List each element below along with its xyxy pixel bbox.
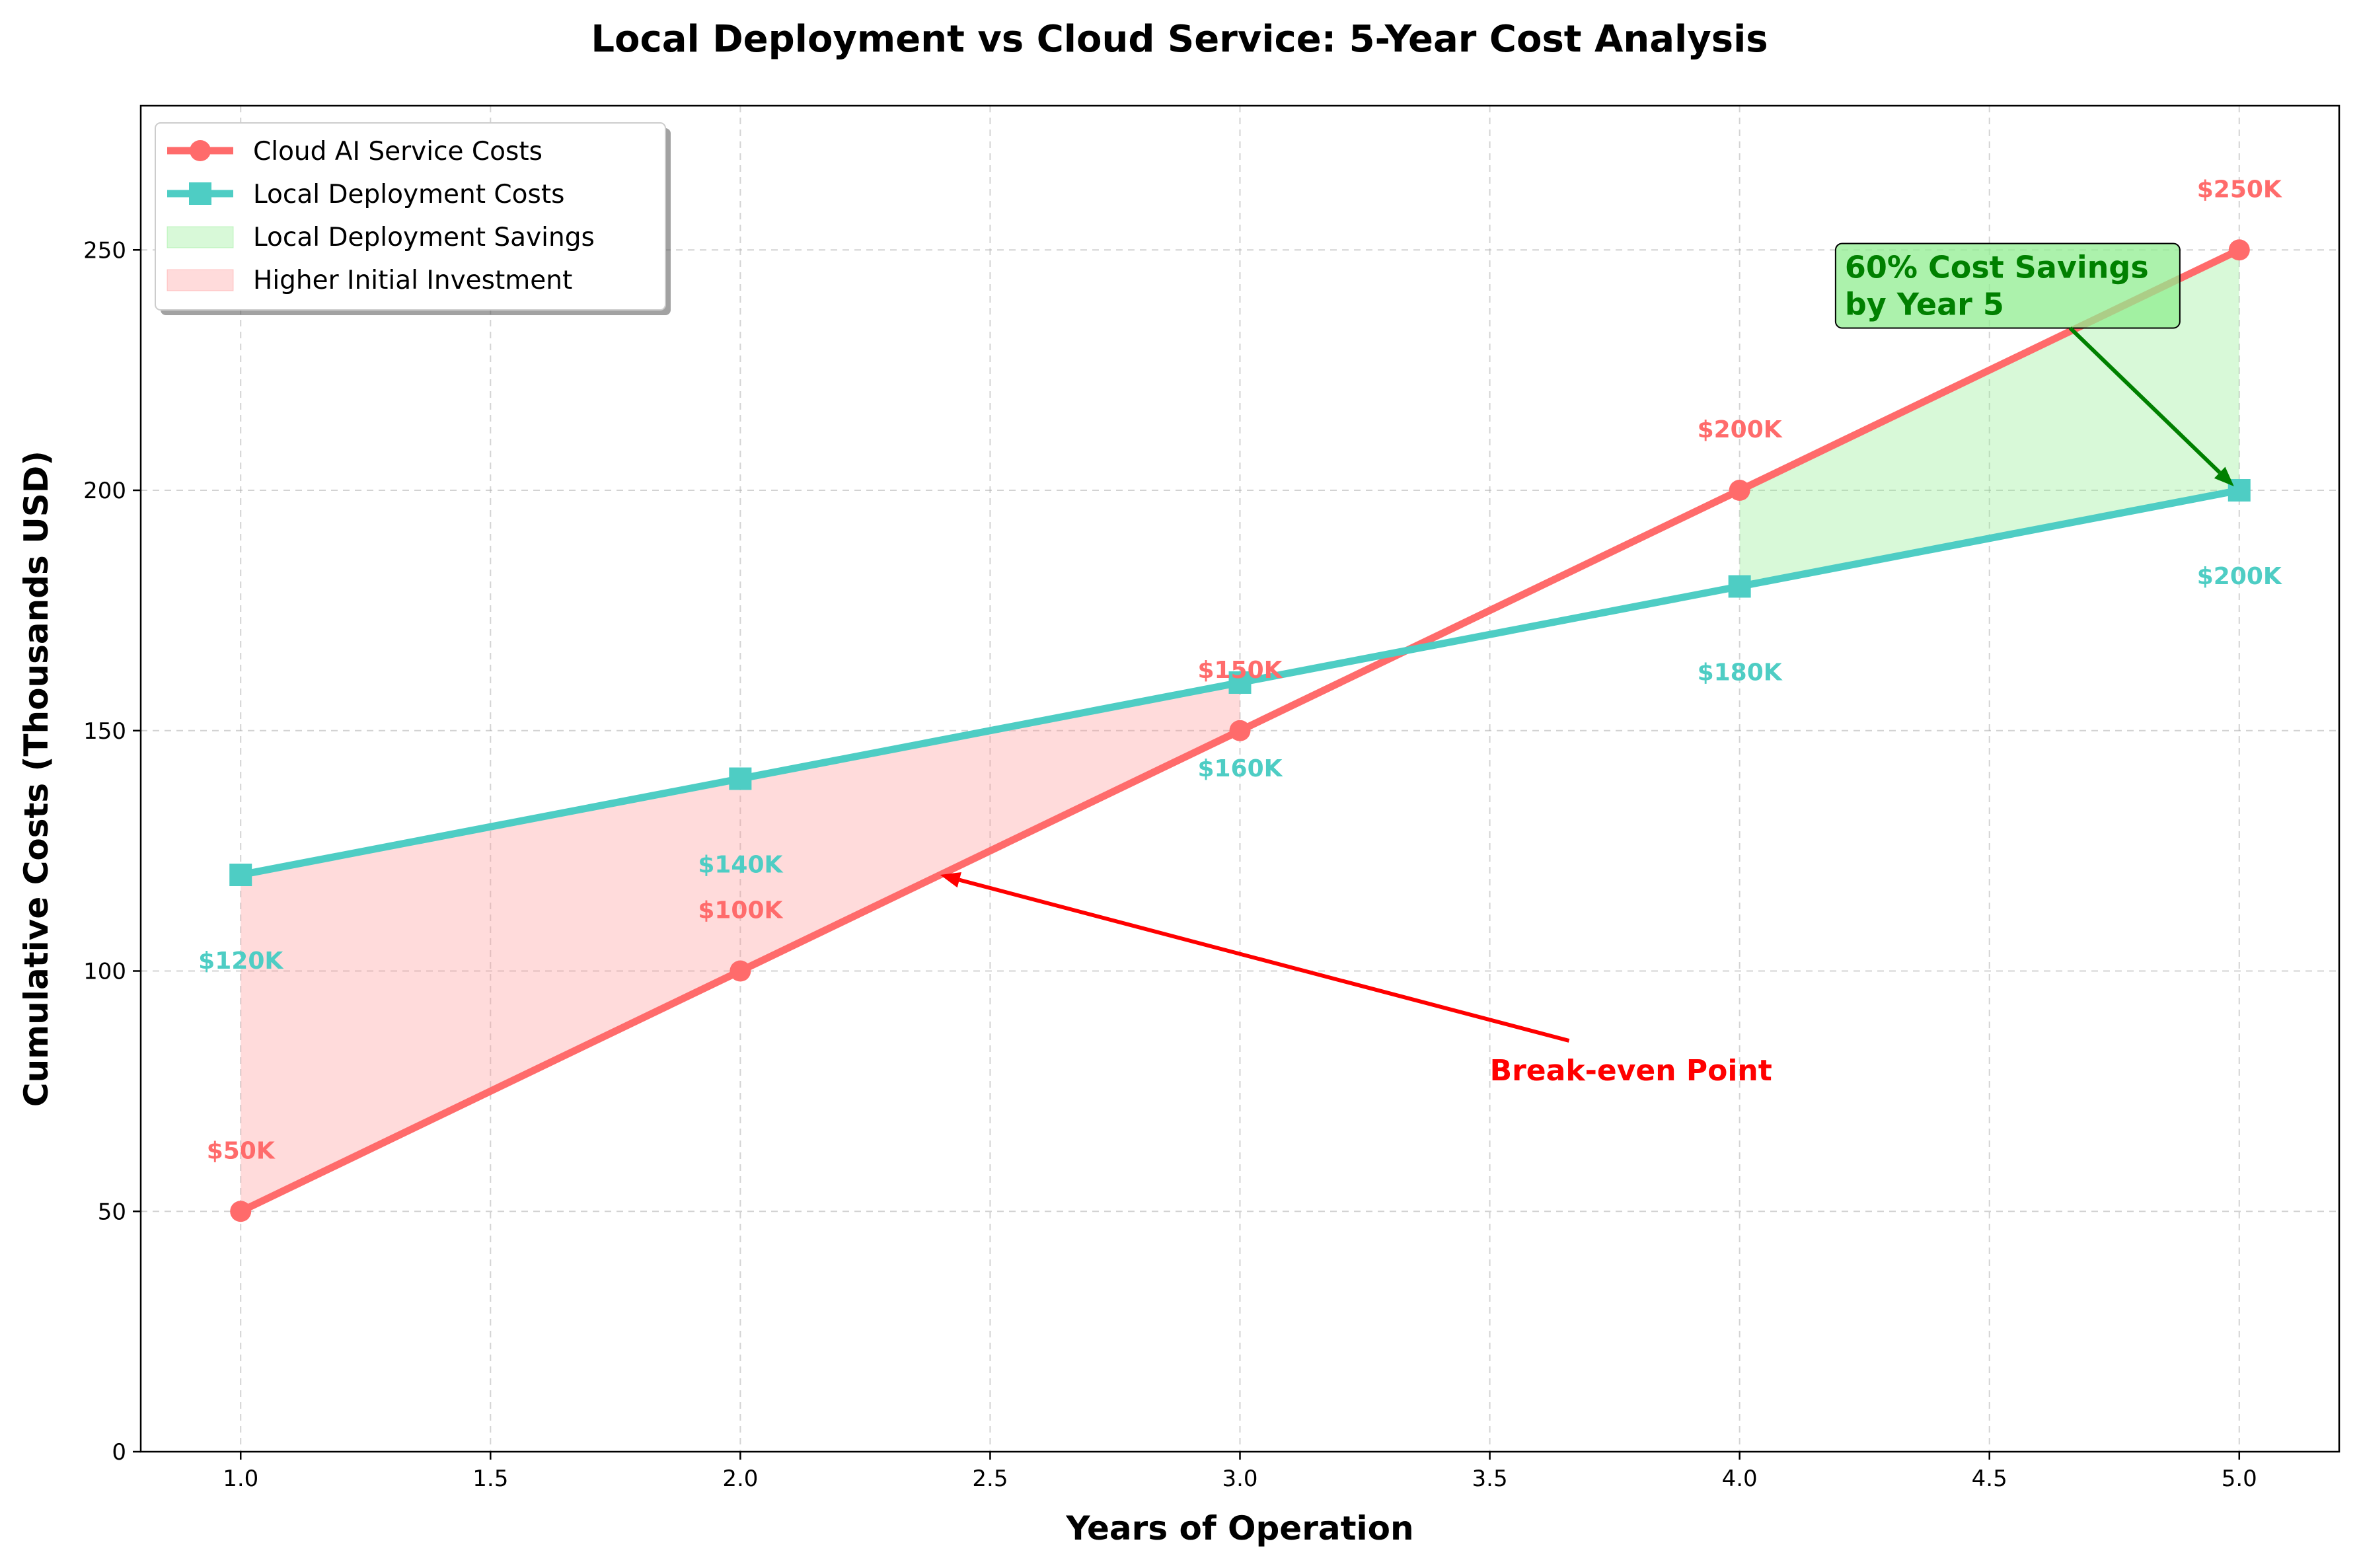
y-tick-label: 50 [98,1199,126,1225]
legend-label: Cloud AI Service Costs [253,137,543,167]
legend-box [155,122,666,311]
cloud-data-label: $150K [1197,657,1283,684]
legend-fill-swatch [167,269,234,291]
data-labels: $50K $120K $100K $140K $150K $160K $200K $180K $… [198,176,2282,1164]
fill-areas [241,250,2239,1212]
x-tick-label: 1.5 [472,1466,508,1492]
chart-title: Local Deployment vs Cloud Service: 5-Yea… [591,18,1768,61]
savings-arrow-head [2214,467,2234,486]
y-tick-label: 250 [83,237,126,264]
axis-ticks: 1.0 1.5 2.0 2.5 3.0 3.5 4.0 4.5 5.0 0 50 100 150 200 2… [83,237,2257,1492]
legend: Cloud AI Service Costs Local Deployment C… [155,122,671,315]
legend-marker [189,182,211,205]
local-data-label: $180K [1698,659,1783,687]
local-data-label: $140K [698,852,783,879]
cloud-point [1729,480,1750,501]
y-tick-label: 100 [83,959,126,985]
savings-arrow-shaft [2068,326,2222,474]
y-tick-label: 150 [83,718,126,745]
local-point [1728,575,1751,598]
y-tick-label: 0 [112,1439,126,1466]
x-tick-label: 3.0 [1222,1466,1257,1492]
local-deployment-savings-area [1739,250,2239,587]
legend-fill-swatch [167,226,234,248]
local-data-label: $160K [1197,755,1283,782]
savings-label-line: 60% Cost Savings [1845,249,2149,285]
x-tick-label: 4.0 [1722,1466,1758,1492]
local-point [229,864,252,886]
y-axis-label: Cumulative Costs (Thousands USD) [17,451,56,1107]
x-tick-label: 3.5 [1472,1466,1508,1492]
break-even-label: Break-even Point [1490,1054,1772,1088]
x-tick-label: 2.0 [722,1466,758,1492]
legend-label: Higher Initial Investment [253,266,572,295]
savings-box [1834,243,2181,329]
savings-label-line: by Year 5 [1845,286,2004,322]
local-data-label: $200K [2197,563,2282,590]
local-point [1228,671,1252,694]
x-tick-label: 5.0 [2222,1466,2257,1492]
break-even-arrow [940,872,1570,1043]
cloud-data-label: $50K [207,1137,276,1164]
cloud-data-label: $200K [1698,416,1783,443]
x-axis-label: Years of Operation [1065,1509,1413,1548]
local-data-label: $120K [198,948,283,975]
cloud-data-label: $100K [698,897,783,924]
savings-arrow [2068,326,2234,486]
legend-label: Local Deployment Savings [253,223,595,252]
y-tick-label: 200 [83,478,126,504]
cloud-point [730,960,751,982]
data-markers [229,239,2251,1222]
cloud-data-label: $250K [2197,176,2282,203]
local-point [729,767,752,790]
x-tick-label: 1.0 [223,1466,258,1492]
break-even-arrow-shaft [959,877,1570,1043]
cloud-point [2228,239,2250,261]
higher-initial-investment-area [241,683,1240,1212]
x-tick-label: 2.5 [972,1466,1008,1492]
cloud-point [1229,720,1251,741]
x-tick-label: 4.5 [1972,1466,2007,1492]
cloud-point [230,1201,252,1222]
legend-marker [190,140,211,161]
break-even-arrow-head [940,872,961,888]
legend-label: Local Deployment Costs [253,180,564,209]
